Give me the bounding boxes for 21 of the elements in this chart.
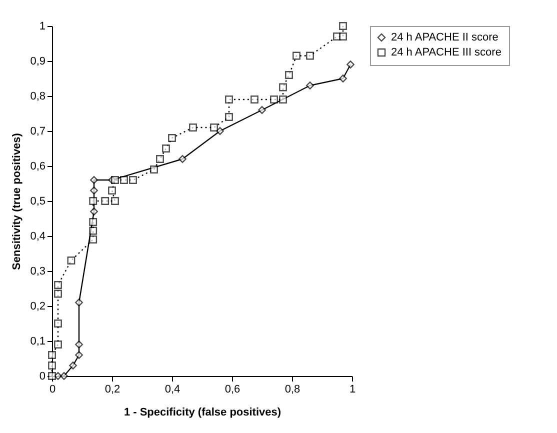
y-tick-label: 0,9	[30, 56, 46, 68]
x-tick-label: 0	[49, 384, 56, 396]
x-tick-label: 1	[349, 384, 356, 396]
y-tick-label: 0,8	[30, 90, 46, 102]
y-tick-label: 0,5	[30, 196, 46, 208]
y-tick-label: 0,2	[30, 300, 46, 312]
x-tick-label: 0,2	[104, 384, 120, 396]
y-tick-label: 0,7	[30, 126, 46, 138]
y-tick-label: 0,4	[30, 230, 46, 242]
y-tick-label: 0,1	[30, 336, 46, 348]
y-tick-label: 0,3	[30, 266, 46, 278]
y-axis-title: Sensitivity (true positives)	[11, 132, 24, 270]
x-tick-label: 0,4	[164, 384, 180, 396]
x-tick-label: 0,8	[284, 384, 300, 396]
y-tick-label: 1	[39, 20, 46, 32]
legend-label: 24 h APACHE III score	[391, 46, 502, 58]
x-axis-title: 1 - Specificity (false positives)	[124, 406, 282, 418]
y-tick-label: 0	[39, 370, 46, 382]
x-tick-label: 0,6	[224, 384, 240, 396]
y-tick-label: 0,6	[30, 160, 46, 172]
legend-label: 24 h APACHE II score	[391, 32, 498, 44]
